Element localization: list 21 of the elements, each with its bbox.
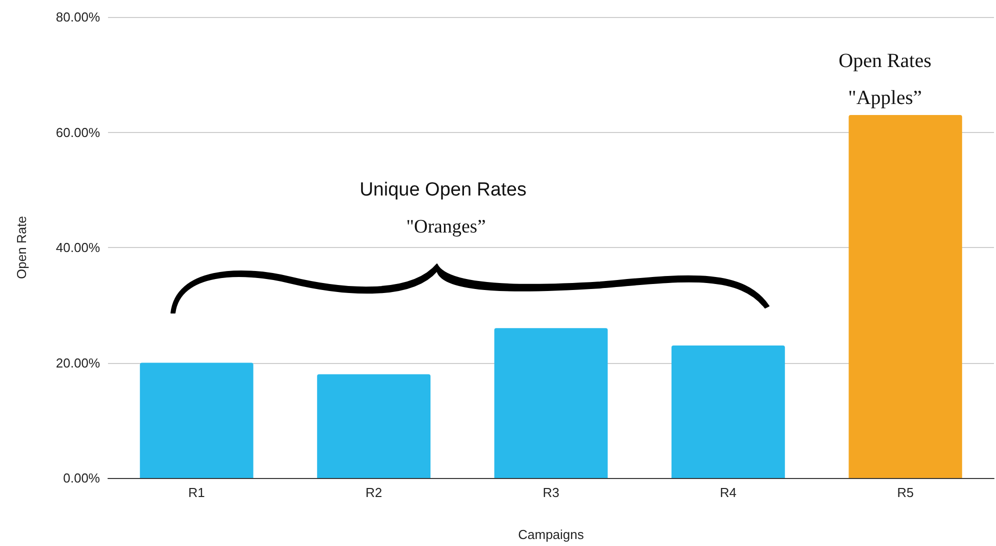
annotation: "Apples” [848,87,922,109]
bar [140,362,254,478]
x-tick-label: R2 [365,485,382,500]
y-tick-label: 60.00% [56,124,100,140]
x-tick-label: R3 [542,485,560,500]
bar [317,374,431,478]
y-tick-label: 0.00% [63,470,100,486]
x-axis-title: Campaigns [518,527,584,542]
bar [671,345,785,478]
y-tick-label: 80.00% [56,10,100,24]
x-tick-label: R1 [188,485,205,500]
y-axis-title: Open Rate [14,216,29,279]
x-tick-label: R4 [720,485,737,500]
bar [848,114,962,478]
x-tick-label: R5 [897,485,914,500]
y-tick-label: 20.00% [56,355,100,370]
annotation: Open Rates [838,50,932,72]
annotation: "Oranges” [406,216,486,238]
y-tick-label: 40.00% [56,240,100,255]
annotation: Unique Open Rates [360,180,526,200]
bar [494,328,608,478]
